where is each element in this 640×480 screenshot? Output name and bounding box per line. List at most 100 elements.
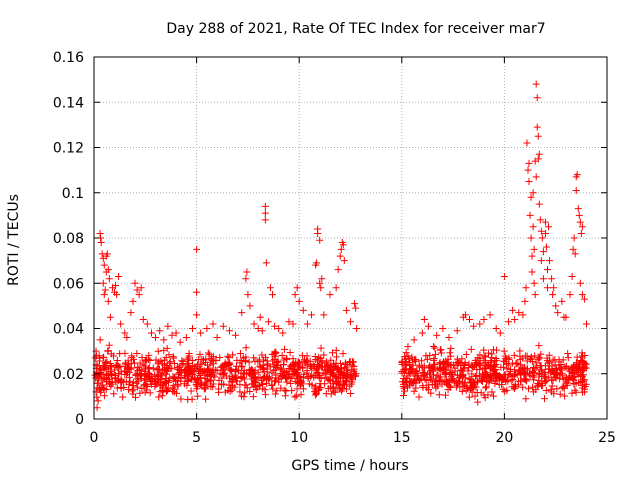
data-point	[414, 372, 422, 380]
data-point	[556, 390, 564, 398]
data-point	[468, 388, 476, 396]
data-point	[107, 350, 115, 358]
data-point	[117, 320, 125, 328]
data-point	[468, 362, 476, 370]
data-point	[97, 239, 105, 247]
data-point	[154, 373, 162, 381]
data-point	[538, 234, 546, 242]
data-point	[272, 349, 280, 357]
data-point	[198, 360, 206, 368]
data-point	[529, 189, 537, 197]
data-point	[575, 211, 583, 219]
data-point	[510, 371, 518, 379]
data-point	[578, 378, 586, 386]
data-point	[100, 374, 108, 382]
data-point	[133, 286, 141, 294]
data-point	[188, 325, 196, 332]
data-point	[242, 344, 250, 352]
data-point	[522, 284, 530, 292]
data-point	[444, 363, 452, 371]
data-point	[558, 297, 566, 305]
data-point	[219, 362, 227, 370]
data-point	[471, 372, 479, 380]
data-point	[272, 374, 280, 382]
data-point	[268, 381, 276, 389]
data-point	[533, 123, 541, 131]
data-point	[535, 354, 543, 362]
data-point	[212, 356, 220, 364]
data-point	[340, 257, 348, 265]
data-point	[473, 371, 481, 379]
data-point	[277, 373, 285, 381]
data-point	[428, 375, 436, 383]
data-point	[273, 387, 281, 395]
data-point	[564, 375, 572, 383]
data-point	[457, 359, 465, 367]
data-point	[204, 349, 212, 357]
data-point	[166, 364, 174, 372]
data-point	[134, 377, 142, 385]
data-point	[507, 376, 515, 384]
data-point	[137, 366, 145, 374]
data-point	[563, 374, 571, 382]
data-point	[232, 331, 240, 339]
data-point	[441, 391, 449, 399]
data-point	[580, 365, 588, 373]
data-point	[459, 372, 467, 380]
data-point	[489, 367, 497, 375]
data-point	[474, 398, 482, 406]
data-point	[514, 360, 522, 368]
data-point	[291, 393, 299, 401]
data-point	[497, 363, 505, 371]
data-point	[490, 370, 498, 378]
data-point	[139, 361, 147, 369]
data-point	[543, 266, 551, 274]
data-point	[228, 366, 236, 374]
data-point	[482, 368, 490, 376]
data-point	[564, 349, 572, 357]
data-point	[548, 275, 556, 283]
data-point	[295, 373, 303, 381]
data-point	[171, 359, 179, 367]
data-point	[320, 351, 328, 359]
data-point	[281, 386, 289, 394]
data-point	[285, 370, 293, 378]
data-point	[152, 356, 160, 364]
data-point	[484, 391, 492, 399]
data-point	[431, 350, 439, 358]
data-point	[410, 336, 418, 344]
data-point	[339, 350, 347, 358]
data-point	[341, 359, 349, 367]
data-point	[94, 397, 102, 405]
data-point	[459, 370, 467, 378]
data-point	[304, 372, 312, 380]
data-point	[99, 381, 107, 389]
data-point	[234, 366, 242, 374]
data-point	[573, 171, 581, 179]
data-point	[177, 377, 185, 385]
data-point	[578, 367, 586, 375]
data-point	[240, 393, 248, 401]
data-point	[270, 367, 278, 375]
data-point	[224, 352, 232, 360]
data-point	[203, 325, 211, 332]
data-point	[104, 372, 112, 380]
data-point	[527, 234, 535, 242]
data-point	[286, 349, 294, 357]
data-point	[192, 378, 200, 386]
data-point	[264, 360, 272, 368]
data-point	[528, 268, 536, 276]
data-point	[573, 359, 581, 367]
data-point	[419, 369, 427, 377]
data-point	[271, 322, 279, 330]
data-point	[261, 216, 269, 224]
chart-title: Day 288 of 2021, Rate Of TEC Index for r…	[166, 21, 545, 37]
data-point	[529, 388, 537, 396]
data-point	[102, 385, 110, 393]
data-point	[461, 311, 469, 319]
data-point	[177, 395, 185, 403]
data-point	[534, 132, 542, 140]
data-point	[546, 358, 554, 366]
data-point	[578, 223, 586, 231]
data-point	[466, 378, 474, 386]
